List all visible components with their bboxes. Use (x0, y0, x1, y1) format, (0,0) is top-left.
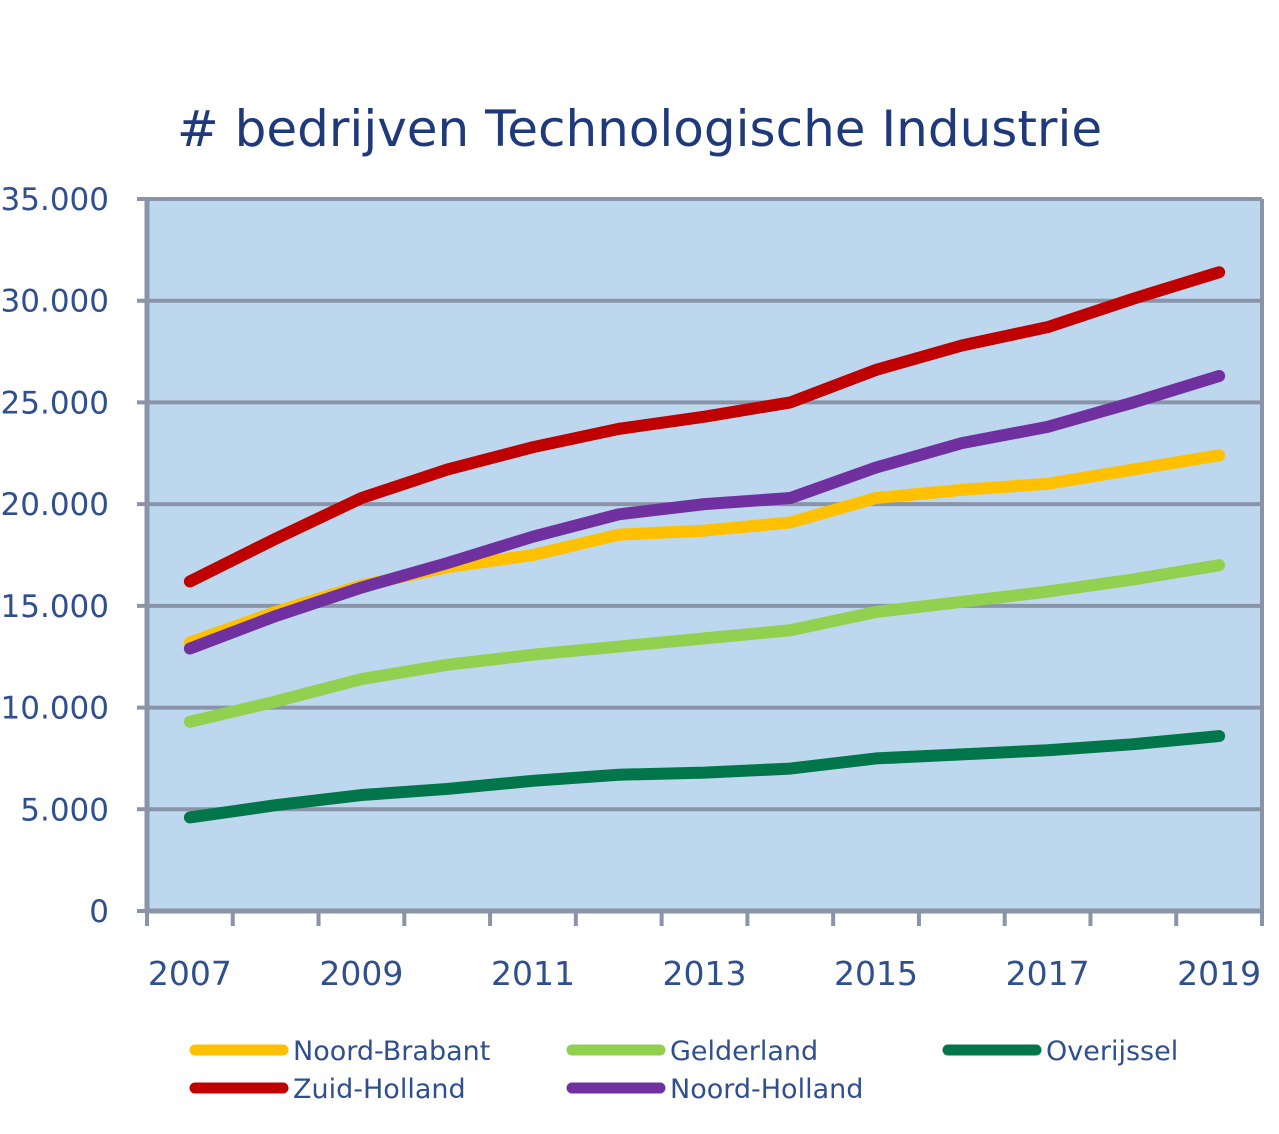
y-tick-label: 10.000 (1, 691, 109, 727)
series-lines (183, 266, 1226, 824)
x-tick-label: 2007 (148, 954, 232, 993)
x-tick-label: 2011 (491, 954, 575, 993)
y-tick-label: 5.000 (20, 792, 109, 828)
x-tick-label: 2017 (1006, 954, 1090, 993)
y-tick-label: 15.000 (1, 589, 109, 625)
y-tick-label: 25.000 (1, 385, 109, 421)
chart-title: # bedrijven Technologische Industrie (176, 100, 1103, 158)
series-line-gelderland (183, 559, 1226, 728)
x-axis-ticks: 2007 2009 2011 2013 2015 2017 2019 (145, 911, 1264, 993)
y-tick-label: 0 (89, 894, 109, 930)
y-tick-label: 20.000 (1, 487, 109, 523)
series-line-zuid-holland (183, 266, 1226, 588)
series-line-noord-holland (183, 369, 1226, 655)
legend-label: Noord-Brabant (293, 1036, 490, 1067)
x-tick-label: 2013 (663, 954, 747, 993)
legend-label: Overijssel (1046, 1036, 1178, 1067)
y-axis-ticks: 0 5.000 10.000 15.000 20.000 25.000 30.000 35.0… (1, 182, 109, 930)
y-tick-label: 35.000 (1, 182, 109, 218)
axes (144, 197, 1264, 914)
x-tick-label: 2019 (1177, 954, 1261, 993)
legend: Noord-Brabant Gelderland Overijssel Zuid-Ho… (189, 1036, 1178, 1105)
x-tick-label: 2009 (319, 954, 403, 993)
legend-label: Gelderland (670, 1036, 818, 1067)
gridlines (137, 197, 1262, 913)
legend-label: Noord-Holland (670, 1074, 863, 1105)
legend-label: Zuid-Holland (293, 1074, 466, 1105)
y-tick-label: 30.000 (1, 284, 109, 320)
x-tick-label: 2015 (834, 954, 918, 993)
series-line-overijssel (183, 730, 1226, 824)
